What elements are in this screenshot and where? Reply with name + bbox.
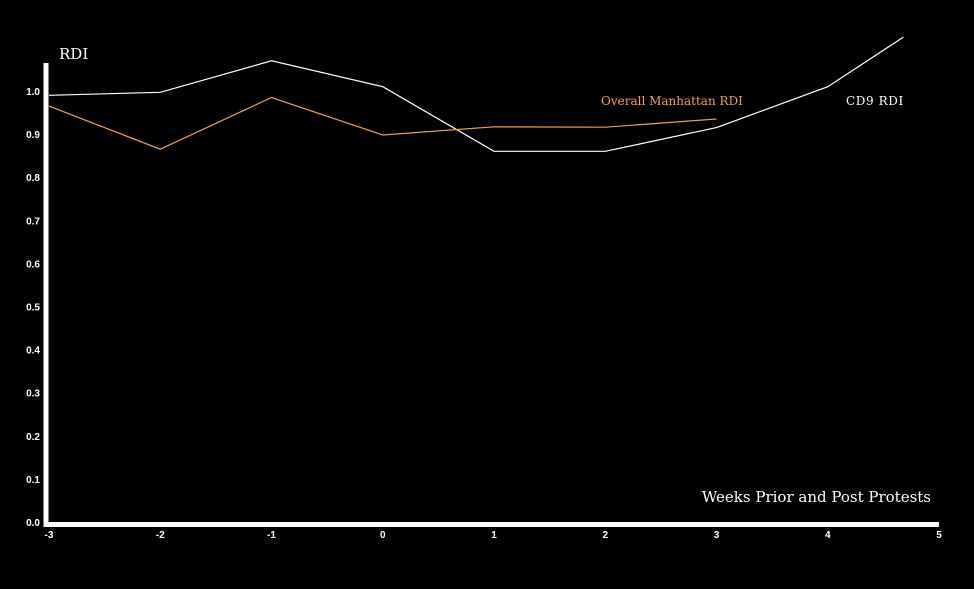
x-tick-label: -3 [45, 530, 54, 541]
x-tick-label: 4 [825, 530, 831, 541]
y-tick-label: 0.7 [26, 216, 40, 227]
series-line-manhattan [48, 96, 717, 150]
y-tick-label: 0.6 [26, 259, 40, 270]
y-tick-label: 0.2 [26, 432, 40, 443]
y-tick-label: 0.5 [26, 303, 40, 314]
series-line-cd9 [48, 36, 904, 152]
y-tick-label: 0.0 [26, 518, 40, 529]
y-tick-labels: 0.0 0.1 0.2 0.3 0.4 0.5 0.6 0.7 0.8 0.9 1.0 [26, 87, 40, 529]
y-tick-label: 0.4 [26, 346, 40, 357]
y-tick-label: 0.3 [26, 389, 40, 400]
y-axis-title: RDI [59, 45, 88, 63]
x-tick-label: 2 [602, 530, 608, 541]
y-tick-label: 0.1 [26, 475, 40, 486]
x-tick-label: 5 [936, 530, 942, 541]
y-tick-label: 1.0 [26, 87, 40, 98]
x-tick-labels: -3 -2 -1 0 1 2 3 4 5 [45, 530, 943, 541]
x-tick-label: -1 [267, 530, 276, 541]
series-label-manhattan: Overall Manhattan RDI [601, 94, 743, 108]
x-tick-label: -2 [156, 530, 165, 541]
y-tick-label: 0.8 [26, 173, 40, 184]
y-tick-label: 0.9 [26, 130, 40, 141]
x-axis-title: Weeks Prior and Post Protests [702, 488, 931, 506]
x-tick-label: 3 [714, 530, 720, 541]
series-label-cd9: CD9 RDI [846, 94, 904, 108]
x-tick-label: 1 [491, 530, 497, 541]
axes [43, 63, 939, 527]
x-tick-label: 0 [380, 530, 386, 541]
series-lines [48, 36, 904, 152]
